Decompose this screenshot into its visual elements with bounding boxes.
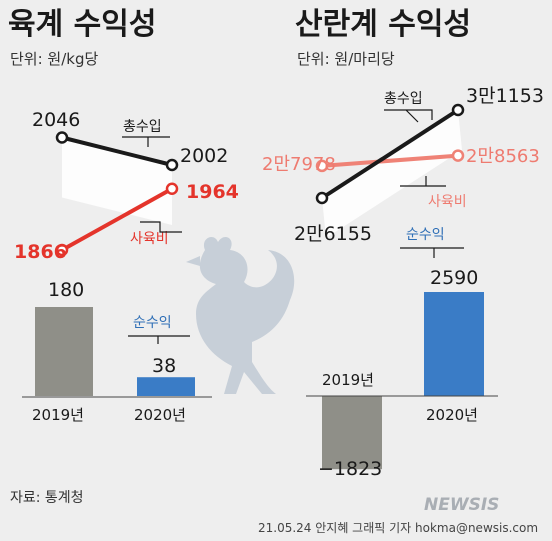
left-cost-line xyxy=(61,187,173,252)
newsis-logo: NEWSIS xyxy=(424,495,499,515)
left-total-point-2020 xyxy=(165,158,179,172)
right-cost-point-2020 xyxy=(451,149,465,162)
left-cost-tag: 사육비 xyxy=(130,231,169,247)
right-chart-title: 산란계 수익성 xyxy=(295,7,471,42)
left-cost-label-2020: 1964 xyxy=(186,181,239,203)
left-year-2019: 2019년 xyxy=(32,406,84,424)
left-profit-tag-connector xyxy=(128,335,190,344)
left-chart-title: 육계 수익성 xyxy=(8,7,156,42)
right-year-2020: 2020년 xyxy=(426,406,478,424)
right-cost-tag-connector xyxy=(400,176,446,187)
right-total-label-2020: 3만1153 xyxy=(466,85,544,107)
left-profit-tag: 순수익 xyxy=(133,315,172,331)
right-profit-label-2020: 2590 xyxy=(430,267,478,289)
left-cost-tag-connector xyxy=(140,221,182,233)
right-total-point-2020 xyxy=(451,103,465,117)
right-chart-unit: 단위: 원/마리당 xyxy=(297,50,395,68)
left-total-line xyxy=(61,135,173,167)
right-cost-label-2019: 2만7978 xyxy=(262,154,336,175)
right-cost-line xyxy=(321,153,459,168)
right-profit-label-2019: −1823 xyxy=(318,458,382,480)
left-cost-point-2019 xyxy=(55,243,69,257)
left-profit-label-2020: 38 xyxy=(152,355,176,377)
right-total-tag: 총수입 xyxy=(384,91,423,107)
source-note: 자료: 통계청 xyxy=(10,490,84,506)
left-year-2020: 2020년 xyxy=(134,406,186,424)
left-profit-bar-2020 xyxy=(137,377,195,396)
right-total-tag-connector xyxy=(384,109,433,123)
left-chart-unit: 단위: 원/kg당 xyxy=(10,50,98,68)
right-cost-point-2019 xyxy=(315,159,329,173)
right-profit-bar-2019 xyxy=(322,396,382,470)
right-total-shade xyxy=(322,110,462,238)
left-profit-bar-2019 xyxy=(35,307,93,396)
right-profit-tag-connector xyxy=(400,247,464,258)
right-profit-tag: 순수익 xyxy=(406,227,445,243)
right-profit-bar-2020 xyxy=(424,292,484,396)
left-total-point-2019 xyxy=(55,131,69,144)
left-profit-label-2019: 180 xyxy=(48,279,84,301)
left-total-label-2019: 2046 xyxy=(32,109,80,131)
left-cost-label-2019: 1866 xyxy=(14,241,67,263)
right-cost-tag: 사육비 xyxy=(428,194,467,210)
right-total-label-2019: 2만6155 xyxy=(294,223,372,245)
right-total-point-2019 xyxy=(315,191,329,205)
right-total-line xyxy=(320,108,460,200)
right-cost-label-2020: 2만8563 xyxy=(466,146,540,167)
left-cost-point-2020 xyxy=(165,182,179,195)
rooster-illustration xyxy=(186,236,295,394)
left-total-label-2020: 2002 xyxy=(180,145,228,167)
left-total-tag: 총수입 xyxy=(123,119,162,135)
left-total-tag-connector xyxy=(122,136,170,147)
credit-line: 21.05.24 안지혜 그래픽 기자 hokma@newsis.com xyxy=(258,521,538,535)
right-year-2019: 2019년 xyxy=(322,371,374,389)
